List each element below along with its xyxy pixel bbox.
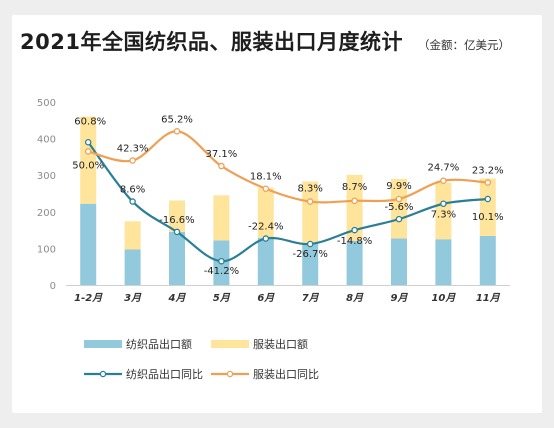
apparel-bar	[213, 195, 230, 241]
axis-layer: 0 100 200 300 400 500 1-2月 3月 4月 5月 6月 7月 8月 9月 10月 11月	[37, 98, 510, 304]
apparel-yoy-label: 8.7%	[342, 182, 367, 193]
apparel-bar	[479, 178, 496, 236]
title-row: 2021年全国纺织品、服装出口月度统计 （金额：亿美元）	[20, 26, 540, 56]
textile-yoy-label: -22.4%	[248, 222, 283, 233]
textile-bar	[479, 235, 496, 285]
y-tick-label: 200	[37, 208, 56, 219]
textile-bar	[257, 237, 274, 285]
textile-yoy-point	[173, 228, 181, 236]
apparel-yoy-point	[218, 162, 225, 170]
textile-yoy-label: 10.1%	[472, 212, 504, 223]
legend-textile-bar-label: 纺织品出口额	[126, 337, 192, 351]
legend-apparel-bar-label: 服装出口额	[253, 337, 308, 351]
textile-yoy-label: -16.6%	[159, 215, 194, 226]
textile-yoy-point	[395, 215, 403, 223]
apparel-yoy-point	[262, 185, 270, 192]
legend-apparel-bar-swatch	[211, 340, 249, 348]
apparel-yoy-point	[129, 157, 136, 164]
x-tick-label: 8月	[346, 292, 364, 304]
y-tick-label: 0	[50, 281, 56, 292]
apparel-yoy-line	[87, 130, 488, 204]
textile-yoy-point	[84, 139, 92, 146]
textile-yoy-label: -5.6%	[384, 202, 413, 213]
apparel-yoy-point	[440, 177, 447, 184]
apparel-yoy-label: 42.3%	[117, 144, 149, 155]
y-tick-label: 400	[37, 135, 56, 146]
y-tick-label: 500	[37, 98, 56, 109]
textile-yoy-label: 60.8%	[74, 116, 106, 127]
textile-bar	[391, 238, 407, 285]
chart-title: 2021年全国纺织品、服装出口月度统计	[20, 30, 403, 54]
apparel-yoy-point	[306, 198, 314, 205]
textile-yoy-point	[351, 226, 358, 234]
textile-yoy-label: 8.6%	[120, 185, 145, 196]
apparel-bar	[169, 200, 185, 232]
apparel-yoy-point	[84, 148, 92, 155]
legend-apparel-line-marker	[226, 370, 234, 378]
legend-textile-bar-swatch	[84, 340, 122, 348]
textile-bar	[302, 242, 319, 285]
label-layer: 60.8% 8.6% -16.6% -41.2% -22.4% -26.7% -14.8% -…	[72, 114, 503, 277]
apparel-yoy-point	[351, 197, 358, 205]
textile-bar	[124, 249, 141, 285]
textile-yoy-label: -26.7%	[293, 249, 328, 260]
apparel-yoy-point	[484, 179, 492, 186]
textile-yoy-point	[306, 240, 314, 248]
apparel-yoy-label: 18.1%	[250, 172, 282, 183]
textile-bar	[346, 240, 363, 285]
x-tick-label: 4月	[168, 292, 187, 304]
textile-yoy-label: -14.8%	[337, 236, 372, 247]
apparel-yoy-point	[395, 195, 403, 203]
x-tick-label: 11月	[476, 292, 501, 304]
textile-bar	[435, 239, 452, 285]
y-tick-label: 300	[37, 171, 56, 182]
apparel-yoy-point	[173, 128, 181, 135]
x-tick-label: 7月	[302, 292, 320, 304]
x-tick-label: 3月	[124, 292, 142, 304]
apparel-yoy-label: 37.1%	[206, 149, 238, 160]
x-tick-label: 10月	[431, 292, 456, 304]
chart-subtitle: （金额：亿美元）	[418, 38, 511, 52]
textile-yoy-point	[129, 198, 136, 205]
apparel-yoy-label: 65.2%	[161, 114, 193, 125]
textile-yoy-point	[440, 200, 447, 207]
apparel-bar	[302, 181, 319, 243]
textile-bar	[169, 231, 185, 285]
apparel-bar	[391, 178, 407, 239]
apparel-yoy-label: 23.2%	[472, 166, 504, 177]
legend-textile-line-label: 纺织品出口同比	[126, 367, 203, 381]
apparel-yoy-label: 24.7%	[428, 163, 460, 174]
apparel-bar	[346, 174, 363, 241]
textile-yoy-label: 7.3%	[431, 210, 456, 221]
bar-layer	[80, 116, 496, 285]
textile-yoy-label: -41.2%	[204, 266, 239, 277]
x-tick-label: 1-2月	[74, 292, 103, 304]
apparel-yoy-label: 50.0%	[72, 160, 104, 171]
apparel-bar	[435, 182, 452, 240]
x-tick-label: 6月	[257, 292, 275, 304]
textile-yoy-point	[484, 195, 492, 203]
legend-textile-line-marker	[99, 370, 107, 378]
x-tick-label: 9月	[391, 292, 409, 304]
apparel-yoy-label: 9.9%	[386, 181, 411, 192]
textile-yoy-line	[87, 141, 488, 263]
apparel-bar	[124, 221, 141, 250]
apparel-bar	[80, 116, 97, 204]
y-tick-label: 100	[37, 244, 56, 255]
line-layer	[84, 128, 492, 265]
textile-bar	[80, 203, 97, 285]
apparel-yoy-label: 8.3%	[297, 184, 322, 195]
textile-yoy-point	[262, 235, 270, 242]
apparel-bar	[257, 187, 274, 238]
legend-apparel-line-label: 服装出口同比	[253, 367, 319, 381]
x-tick-label: 5月	[213, 292, 231, 304]
textile-yoy-point	[218, 257, 225, 265]
